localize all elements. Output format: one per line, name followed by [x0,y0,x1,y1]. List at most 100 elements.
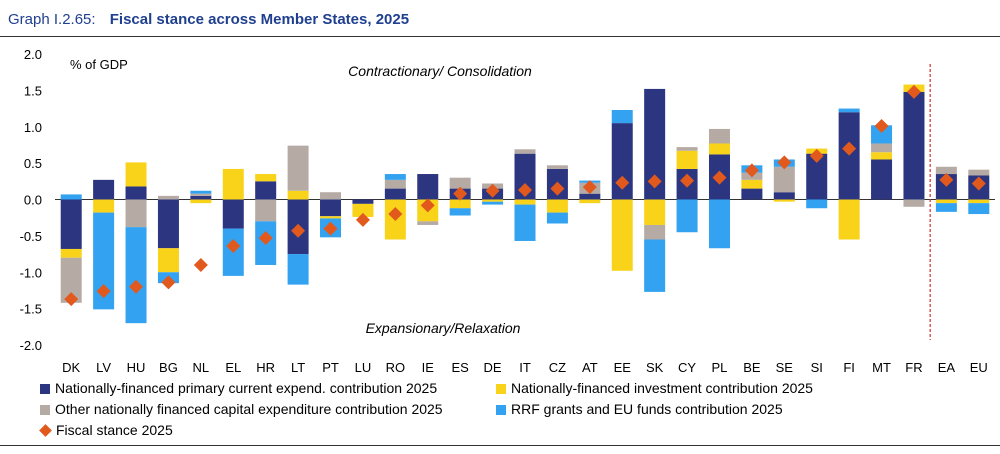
stance-marker-hu [129,279,144,294]
bars [60,84,990,324]
bar-sk-series-3 [644,239,666,292]
bar-fi-series-0 [838,112,860,200]
legend-swatch-investment [496,384,506,394]
bar-it-series-1 [514,199,536,205]
bar-es-series-3 [449,208,471,216]
bar-de-series-3 [482,201,504,205]
bar-hr-series-1 [255,174,277,182]
bar-lv-series-1 [93,199,115,213]
x-tick-label-eu: EU [970,360,988,375]
bar-pl-series-2 [708,128,730,144]
bar-pt-series-1 [320,216,342,219]
bar-fi-series-1 [838,199,860,240]
x-tick-label-de: DE [484,360,502,375]
bar-dk-series-0 [60,199,82,249]
bar-mt-series-0 [871,159,893,200]
bar-cz-series-3 [546,212,568,224]
fiscal-stance-markers [64,84,986,307]
bar-mt-series-1 [871,152,893,160]
x-tick-label-at: AT [582,360,598,375]
bar-at-series-1 [579,199,601,204]
bottom-rule [0,445,1000,446]
bar-mt-series-3 [871,125,893,144]
stance-marker-lv [96,284,111,299]
x-tick-label-mt: MT [872,360,891,375]
stance-marker-mt [874,119,889,134]
bar-ea-series-1 [935,199,957,204]
bar-hr-series-2 [255,199,277,222]
bar-be-series-1 [741,179,763,189]
stance-marker-it [518,183,532,198]
bar-lu-series-0 [352,199,374,204]
annotation-expansionary: Expansionary/Relaxation [366,320,521,336]
x-tick-label-fr: FR [905,360,922,375]
stance-marker-se [777,155,792,170]
bar-cy-series-1 [676,150,698,169]
x-tick-label-sk: SK [646,360,664,375]
stance-marker-bg [161,275,176,290]
stance-marker-hr [258,231,273,246]
bar-lt-series-2 [287,145,309,191]
bar-bg-series-2 [157,195,179,200]
bar-sk-series-2 [644,224,666,240]
x-tick-label-dk: DK [62,360,80,375]
bar-pt-series-2 [320,192,342,200]
y-tick-label: -2.0 [20,338,42,353]
x-tick-label-nl: NL [193,360,210,375]
bar-nl-series-1 [190,199,212,204]
stance-marker-sk [647,174,662,189]
top-rule [0,36,1000,37]
x-tick-label-pt: PT [322,360,339,375]
bar-mt-series-2 [871,143,893,153]
bar-se-series-0 [773,192,795,200]
stance-marker-nl [193,257,208,272]
y-tick-label: -0.5 [20,229,42,244]
bar-lv-series-3 [93,212,115,310]
bar-nl-series-3 [190,190,212,194]
bar-cy-series-2 [676,147,698,151]
stance-marker-lt [291,223,306,238]
bar-dk-series-3 [60,194,82,200]
bar-hu-series-1 [125,162,147,187]
bar-el-series-0 [222,199,244,229]
bar-fr-series-2 [903,199,925,207]
stance-marker-pt [323,221,338,236]
bar-sk-series-1 [644,199,666,225]
y-axis: 2.0 1.5 1.0 0.5 0.0 -0.5 -1.0 -1.5 -2.0 [20,47,995,353]
bar-nl-series-0 [190,195,212,200]
x-tick-label-se: SE [776,360,794,375]
legend-swatch-capex [40,405,50,415]
y-tick-label: 0.5 [24,156,42,171]
bar-ro-series-0 [384,188,406,200]
bar-si-series-0 [806,153,828,200]
bar-eu-series-3 [968,203,990,215]
bar-dk-series-1 [60,248,82,258]
legend-label-rrf: RRF grants and EU funds contribution 202… [511,401,783,417]
x-tick-label-hr: HR [256,360,275,375]
stance-marker-si [809,148,824,163]
legend-item-capex: Other nationally financed capital expend… [40,399,443,419]
bar-cy-series-3 [676,199,698,233]
x-tick-label-el: EL [225,360,241,375]
x-tick-label-lu: LU [355,360,372,375]
annotation-contractionary: Contractionary/ Consolidation [348,63,532,79]
legend-item-primary: Nationally-financed primary current expe… [40,378,437,398]
stance-marker-eu [971,176,986,191]
bar-bg-series-0 [157,199,179,249]
stance-marker-es [453,186,468,201]
bar-sk-series-0 [644,88,666,200]
graph-id: Graph I.2.65: [8,11,96,28]
bar-lv-series-0 [93,179,115,200]
y-tick-label: 0.0 [24,193,42,208]
x-tick-label-es: ES [452,360,470,375]
x-axis-labels: DK LV HU BG NL EL HR LT PT LU RO IE ES DE IT CZ AT EE SK CY… [62,360,988,375]
stance-marker-el [226,239,241,254]
bar-eu-series-1 [968,199,990,204]
legend-swatch-primary [40,384,50,394]
legend-label-stance: Fiscal stance 2025 [56,422,173,438]
x-tick-label-pl: PL [712,360,728,375]
bar-ee-series-1 [611,199,633,271]
bar-es-series-1 [449,199,471,209]
stance-marker-fi [842,141,857,156]
bar-ea-series-3 [935,203,957,212]
